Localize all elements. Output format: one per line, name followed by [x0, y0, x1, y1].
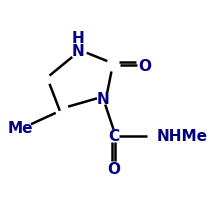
Text: N: N: [97, 91, 110, 106]
Text: N: N: [72, 44, 85, 59]
Text: Me: Me: [8, 120, 33, 135]
Text: O: O: [138, 59, 151, 73]
Text: NHMe: NHMe: [157, 129, 208, 143]
Text: O: O: [107, 162, 120, 176]
Text: H: H: [72, 31, 85, 46]
Text: C: C: [108, 129, 119, 143]
